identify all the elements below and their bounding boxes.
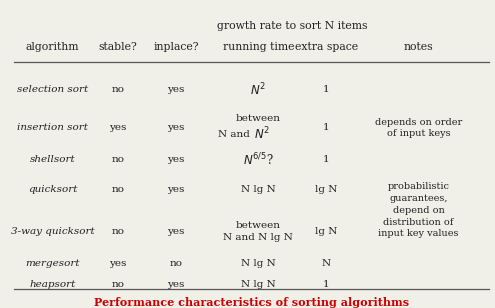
Text: N lg N: N lg N (241, 184, 276, 194)
Text: no: no (111, 155, 124, 164)
Text: lg N: lg N (315, 227, 338, 236)
Text: 1: 1 (323, 155, 330, 164)
Text: growth rate to sort N items: growth rate to sort N items (217, 21, 368, 31)
Text: no: no (169, 259, 183, 268)
Text: running time: running time (223, 42, 294, 52)
Text: 3-way quicksort: 3-way quicksort (10, 227, 94, 236)
Text: no: no (111, 227, 124, 236)
Text: yes: yes (167, 85, 185, 94)
Text: algorithm: algorithm (26, 42, 79, 52)
Text: between: between (236, 114, 281, 123)
Text: depends on order
of input keys: depends on order of input keys (375, 118, 462, 138)
Text: $N^{6/5}$?: $N^{6/5}$? (243, 152, 274, 168)
Text: yes: yes (167, 280, 185, 289)
Text: Performance characteristics of sorting algorithms: Performance characteristics of sorting a… (94, 297, 409, 308)
Text: between
N and N lg N: between N and N lg N (223, 221, 294, 242)
Text: yes: yes (167, 124, 185, 132)
Text: lg N: lg N (315, 184, 338, 194)
Text: N and: N and (218, 130, 253, 139)
Text: mergesort: mergesort (25, 259, 80, 268)
Text: extra space: extra space (295, 42, 358, 52)
Text: N: N (322, 259, 331, 268)
Text: inplace?: inplace? (153, 42, 198, 52)
Text: no: no (111, 85, 124, 94)
Text: 1: 1 (323, 280, 330, 289)
Text: notes: notes (403, 42, 433, 52)
Text: N lg N: N lg N (241, 259, 276, 268)
Text: N lg N: N lg N (241, 280, 276, 289)
Text: no: no (111, 184, 124, 194)
Text: yes: yes (167, 155, 185, 164)
Text: yes: yes (109, 259, 127, 268)
Text: 1: 1 (323, 124, 330, 132)
Text: $N^2$: $N^2$ (250, 81, 266, 98)
Text: shellsort: shellsort (30, 155, 75, 164)
Text: quicksort: quicksort (28, 184, 77, 194)
Text: no: no (111, 280, 124, 289)
Text: probabilistic
guarantees,
depend on
distribution of
input key values: probabilistic guarantees, depend on dist… (378, 182, 459, 238)
Text: yes: yes (167, 227, 185, 236)
Text: 1: 1 (323, 85, 330, 94)
Text: stable?: stable? (99, 42, 137, 52)
Text: heapsort: heapsort (29, 280, 75, 289)
Text: yes: yes (167, 184, 185, 194)
Text: yes: yes (109, 124, 127, 132)
Text: insertion sort: insertion sort (17, 124, 88, 132)
Text: selection sort: selection sort (17, 85, 88, 94)
Text: $N^2$: $N^2$ (254, 126, 270, 143)
